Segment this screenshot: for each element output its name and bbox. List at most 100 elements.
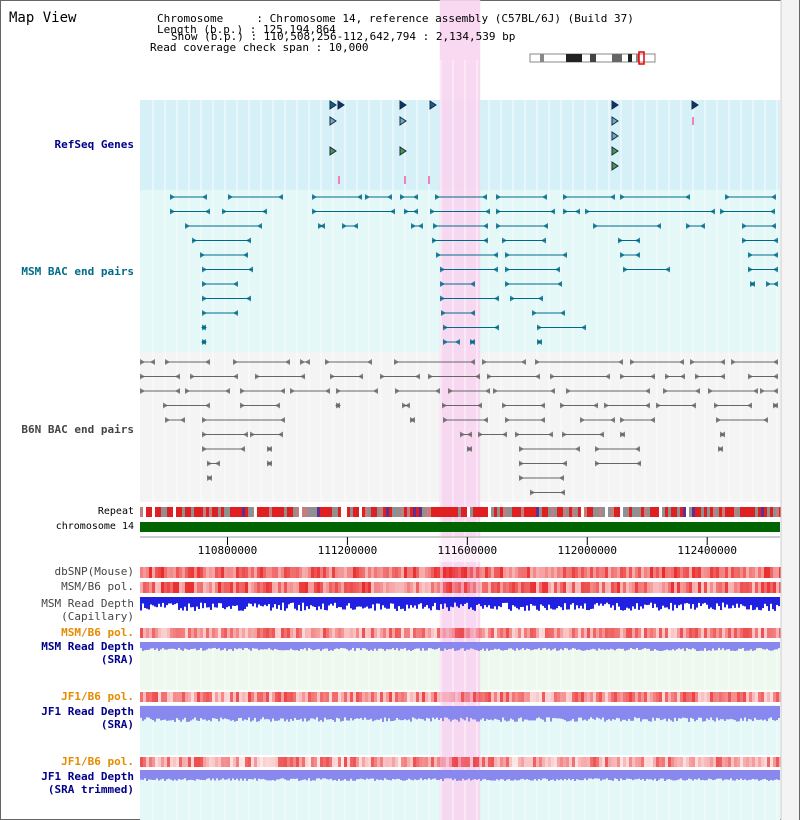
b6n-bac-pair-end [428,373,433,380]
msm-b6-pol2-feature [734,628,737,638]
dbsnp-feature [560,567,563,578]
jf1-b6-pol-feature [776,692,779,702]
track-label-msm-b6-pol-1[interactable]: MSM/B6 pol. [61,580,134,593]
track-label-msm-depth-sra[interactable]: MSM Read Depth [41,640,134,653]
repeat-feature [590,507,593,517]
track-label-msm-bac[interactable]: MSM BAC end pairs [21,265,134,278]
track-label-b6n-bac[interactable]: B6N BAC end pairs [21,423,134,436]
repeat-feature [530,507,533,517]
track-label-dbsnp[interactable]: dbSNP(Mouse) [54,565,134,578]
msm-b6-pol2-feature [266,628,269,638]
msm-b6-pol-feature [209,582,212,593]
jf1-b6-pol-feature [698,692,701,702]
repeat-feature [197,507,200,517]
dbsnp-feature [641,567,644,578]
jf1-depth-sra-bar [604,706,606,722]
dbsnp-feature [395,567,398,578]
jf1-b6-pol-feature [770,692,773,702]
jf1-depth-trim-bar [556,770,558,780]
track-label-msm-b6-pol-2[interactable]: MSM/B6 pol. [61,626,134,639]
jf1-b6-pol-feature [701,692,704,702]
b6n-bac-pair-end [680,373,685,380]
msm-bac-pair-end [357,194,362,200]
msm-depth-sra-bar [242,642,244,650]
msm-depth-cap-bar [440,597,442,605]
msm-b6-pol2-feature [623,628,626,638]
jf1-depth-trim-bar [174,770,176,780]
repeat-feature [593,507,596,517]
msm-b6-pol2-feature [203,628,206,638]
jf1-b6-pol-feature [602,692,605,702]
msm-depth-cap-bar [522,597,524,607]
msm-depth-sra-bar [364,642,366,649]
track-label-msm-depth-cap[interactable]: MSM Read Depth [41,597,134,610]
msm-b6-pol-feature [701,582,704,593]
dbsnp-feature [545,567,548,578]
msm-bac-pair-end [200,252,205,258]
msm-depth-cap-bar [370,597,372,609]
msm-depth-sra-bar [254,642,256,649]
msm-depth-cap-bar [758,597,760,610]
msm-depth-sra-bar [322,642,324,650]
msm-b6-pol-feature [167,582,170,593]
msm-depth-cap-bar [572,597,574,604]
msm-depth-sra-bar [548,642,550,649]
ideogram-band [566,54,582,62]
msm-b6-pol-feature [503,582,506,593]
jf1-b6-pol-feature [320,692,323,702]
track-label-msm-depth-sra-sub: (SRA) [100,653,134,666]
jf1-depth-sra-bar [276,706,278,721]
track-label-repeat[interactable]: Repeat [97,506,134,517]
track-label-jf1-b6-pol-2[interactable]: JF1/B6 pol. [61,755,134,768]
jf1-depth-sra-bar [252,706,254,721]
msm-b6-pol-feature [404,582,407,593]
dbsnp-feature [626,567,629,578]
track-label-refseq[interactable]: RefSeq Genes [54,138,134,151]
jf1-depth-sra-bar [308,706,310,721]
jf1-depth-trim-bar [286,770,288,781]
jf1-b6-pol2-feature [452,757,455,767]
msm-depth-sra-bar [512,642,514,650]
msm-b6-pol-feature [752,582,755,593]
jf1-depth-trim-bar [766,770,768,780]
msm-depth-sra-bar [736,642,738,651]
refseq-gene [329,116,337,126]
b6n-bac-pair-end [477,402,482,409]
msm-depth-sra-bar [716,642,718,651]
jf1-depth-trim-bar [500,770,502,780]
msm-b6-pol-feature [194,582,197,593]
b6n-bac-pair-end [467,431,472,438]
repeat-feature [542,507,545,517]
jf1-depth-trim-bar [754,770,756,780]
repeat-feature [713,507,716,517]
msm-b6-pol-feature [518,582,521,593]
msm-depth-sra-bar [474,642,476,650]
jf1-depth-sra-bar [636,706,638,719]
jf1-depth-sra-bar [346,706,348,721]
msm-b6-pol-feature [416,582,419,593]
msm-depth-cap-bar [262,597,264,607]
repeat-feature [158,507,161,517]
repeat-feature [356,507,359,517]
dbsnp-feature [359,567,362,578]
repeat-feature [293,507,296,517]
msm-depth-cap-bar [664,597,666,608]
track-label-jf1-depth-sra[interactable]: JF1 Read Depth [41,705,134,718]
msm-depth-sra-bar [614,642,616,651]
msm-depth-sra-bar [774,642,776,650]
msm-b6-pol-feature [353,582,356,593]
msm-depth-cap-bar [316,597,318,611]
b6n-bac-pair-end [650,417,655,423]
track-label-jf1-depth-trim[interactable]: JF1 Read Depth [41,770,134,783]
jf1-depth-trim-bar [194,770,196,781]
track-label-jf1-b6-pol-1[interactable]: JF1/B6 pol. [61,690,134,703]
dbsnp-feature [260,567,263,578]
msm-b6-pol2-feature [386,628,389,638]
repeat-feature [761,507,764,517]
track-label-chromosome[interactable]: chromosome 14 [55,521,134,532]
jf1-depth-trim-bar [658,770,660,780]
jf1-b6-pol2-feature [503,757,506,767]
msm-bac-pair-end [557,281,562,287]
jf1-depth-sra-bar [556,706,558,719]
